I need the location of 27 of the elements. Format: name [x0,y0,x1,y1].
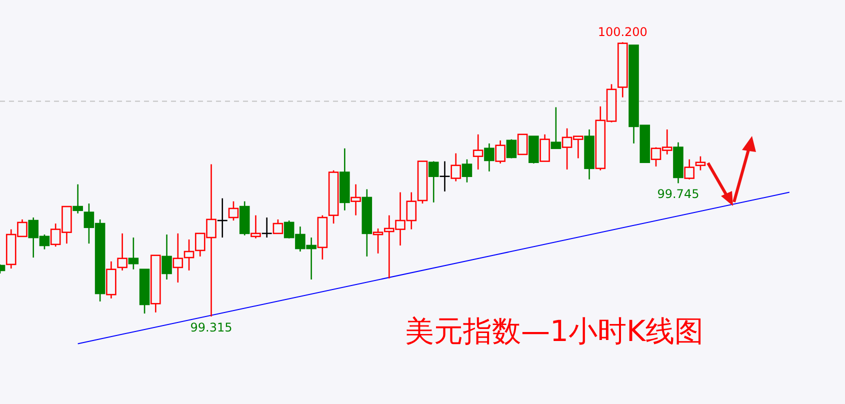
annotation: 100.200 [598,25,648,40]
annotation: 99.315 [190,320,232,335]
candlestick [550,106,562,150]
candlestick [272,218,284,234]
candlestick [484,142,494,172]
candlestick [462,158,472,184]
annotation: 99.745 [657,187,700,202]
candlestick [162,234,172,280]
candlestick [439,160,450,192]
candlestick [450,152,462,182]
candlestick [540,134,550,162]
candlestick [506,138,517,159]
candlestick [517,134,528,156]
candlestick [495,140,506,164]
candlestick [250,214,261,240]
candlestick [472,134,484,170]
candlestick [684,158,694,180]
candlestick [72,184,83,214]
candlestick [350,184,361,216]
candlestick [117,232,128,272]
candlestick [695,156,706,171]
candlestick [428,160,439,204]
candlestick [228,200,239,222]
text: 美元指数—1小时K线图 [405,313,704,350]
candlestick [128,236,139,270]
candlestick [216,198,228,238]
candlestick [261,216,272,238]
